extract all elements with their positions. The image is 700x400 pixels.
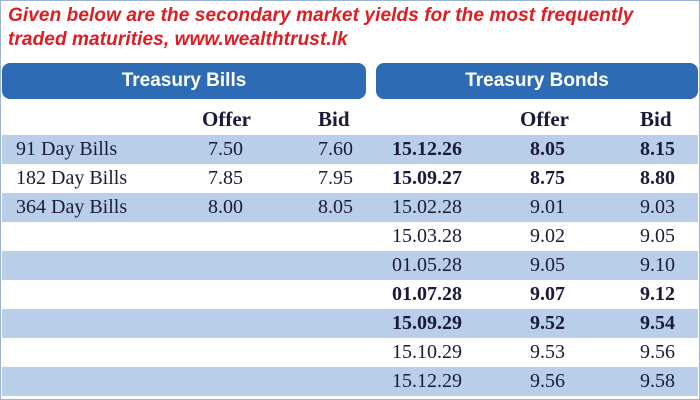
bill-bid: 8.05 xyxy=(318,196,353,218)
bill-name: 364 Day Bills xyxy=(16,196,128,218)
bond-maturity: 15.02.28 xyxy=(392,196,462,218)
bond-maturity: 15.03.28 xyxy=(392,225,462,247)
bond-maturity: 15.10.29 xyxy=(392,341,462,363)
table-row: 91 Day Bills 7.50 7.60 15.12.26 8.05 8.15 xyxy=(2,135,698,164)
caption-line-1: Given below are the secondary market yie… xyxy=(8,5,634,26)
caption: Given below are the secondary market yie… xyxy=(8,4,688,52)
bill-name: 91 Day Bills xyxy=(16,138,118,160)
bond-offer: 9.56 xyxy=(530,370,565,392)
bond-bid: 8.80 xyxy=(640,167,675,189)
table-row: 364 Day Bills 8.00 8.05 15.02.28 9.01 9.03 xyxy=(2,193,698,222)
bond-offer: 9.07 xyxy=(530,283,565,305)
bond-offer: 9.05 xyxy=(530,254,565,276)
bill-name: 182 Day Bills xyxy=(16,167,128,189)
bond-offer: 9.53 xyxy=(530,341,565,363)
bond-bid: 9.03 xyxy=(640,196,675,218)
table-row: 15.10.29 9.53 9.56 xyxy=(2,338,698,367)
bill-offer: 7.50 xyxy=(208,138,243,160)
table-row: 15.09.29 9.52 9.54 xyxy=(2,309,698,338)
bond-bid: 9.12 xyxy=(640,283,675,305)
bond-offer: 9.52 xyxy=(530,312,565,334)
bond-offer: 8.05 xyxy=(530,138,565,160)
bond-maturity: 01.07.28 xyxy=(392,283,462,305)
bonds-bid-column-header: Bid xyxy=(640,107,672,131)
table-row: 01.07.28 9.07 9.12 xyxy=(2,280,698,309)
bond-maturity: 15.09.27 xyxy=(392,167,462,189)
bill-offer: 7.85 xyxy=(208,167,243,189)
bond-maturity: 15.12.29 xyxy=(392,370,462,392)
bond-bid: 9.10 xyxy=(640,254,675,276)
treasury-bills-header: Treasury Bills xyxy=(2,63,366,99)
bond-maturity: 01.05.28 xyxy=(392,254,462,276)
bond-bid: 9.54 xyxy=(640,312,675,334)
bond-bid: 9.58 xyxy=(640,370,675,392)
bond-offer: 9.01 xyxy=(530,196,565,218)
bills-offer-column-header: Offer xyxy=(202,107,251,131)
bond-offer: 9.02 xyxy=(530,225,565,247)
table-row: 15.03.28 9.02 9.05 xyxy=(2,222,698,251)
bill-offer: 8.00 xyxy=(208,196,243,218)
caption-line-2: traded maturities, www.wealthtrust.lk xyxy=(8,29,348,50)
bonds-offer-column-header: Offer xyxy=(520,107,569,131)
bond-bid: 9.05 xyxy=(640,225,675,247)
bills-bid-column-header: Bid xyxy=(318,107,350,131)
bill-bid: 7.60 xyxy=(318,138,353,160)
bond-maturity: 15.12.26 xyxy=(392,138,462,160)
table-row: 15.12.29 9.56 9.58 xyxy=(2,367,698,396)
table-row: 01.05.28 9.05 9.10 xyxy=(2,251,698,280)
treasury-bonds-header: Treasury Bonds xyxy=(376,63,698,99)
table-row: 182 Day Bills 7.85 7.95 15.09.27 8.75 8.80 xyxy=(2,164,698,193)
bond-bid: 9.56 xyxy=(640,341,675,363)
bond-bid: 8.15 xyxy=(640,138,675,160)
bond-offer: 8.75 xyxy=(530,167,565,189)
bill-bid: 7.95 xyxy=(318,167,353,189)
bond-maturity: 15.09.29 xyxy=(392,312,462,334)
